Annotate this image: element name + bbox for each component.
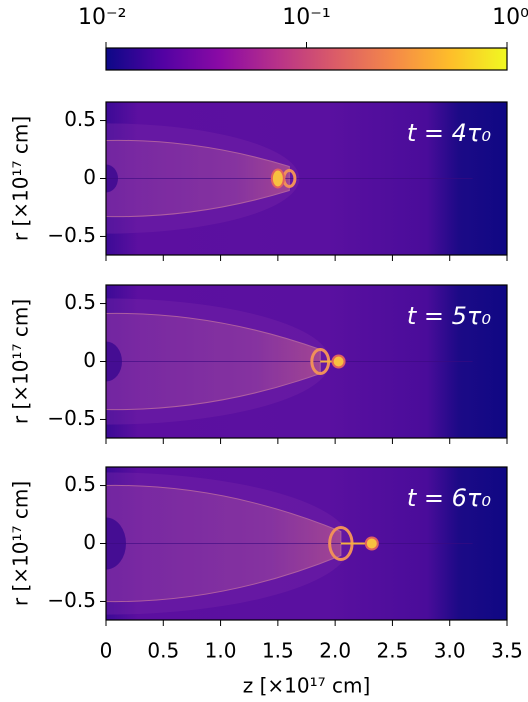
- x-tick-label: 3.0: [434, 639, 466, 663]
- x-tick-label: 3.5: [491, 639, 523, 663]
- x-tick-label: 0.5: [147, 639, 179, 663]
- colorbar-tick-label: 10⁻¹: [282, 5, 330, 30]
- y-tick-label: 0.5: [64, 290, 96, 314]
- annotation: t = 4τ₀: [407, 119, 491, 147]
- y-tick-label: 0.5: [64, 472, 96, 496]
- y-tick-label: −0.5: [47, 223, 96, 247]
- image-image: [106, 102, 507, 255]
- colorbar: [105, 47, 508, 71]
- x-tick-label: 1.5: [262, 639, 294, 663]
- y-tick-label: 0: [83, 165, 96, 189]
- annotation: t = 6τ₀: [407, 484, 491, 512]
- knot: [364, 536, 379, 551]
- y-tick-label: −0.5: [47, 406, 96, 430]
- colorbar-tick-label: 10⁻²: [78, 5, 126, 30]
- x-tick-label: 2.0: [319, 639, 351, 663]
- knot: [331, 354, 346, 369]
- x-axis-label: z [×10¹⁷ cm]: [243, 674, 371, 698]
- y-axis-label: r [×10¹⁷ cm]: [9, 299, 33, 424]
- y-tick-label: −0.5: [47, 588, 96, 612]
- image-image: [106, 467, 507, 620]
- colorbar-tick-label: 10⁰: [492, 5, 528, 30]
- y-tick-label: 0.5: [64, 107, 96, 131]
- annotation: t = 5τ₀: [407, 302, 491, 330]
- y-tick-label: 0: [83, 530, 96, 554]
- x-tick-label: 1.0: [205, 639, 237, 663]
- y-axis-label: r [×10¹⁷ cm]: [9, 481, 33, 606]
- knot: [270, 168, 285, 189]
- x-tick-label: 0: [100, 639, 113, 663]
- y-tick-label: 0: [83, 348, 96, 372]
- x-tick-label: 2.5: [377, 639, 409, 663]
- y-axis-label: r [×10¹⁷ cm]: [9, 116, 33, 241]
- image-image: [106, 285, 507, 438]
